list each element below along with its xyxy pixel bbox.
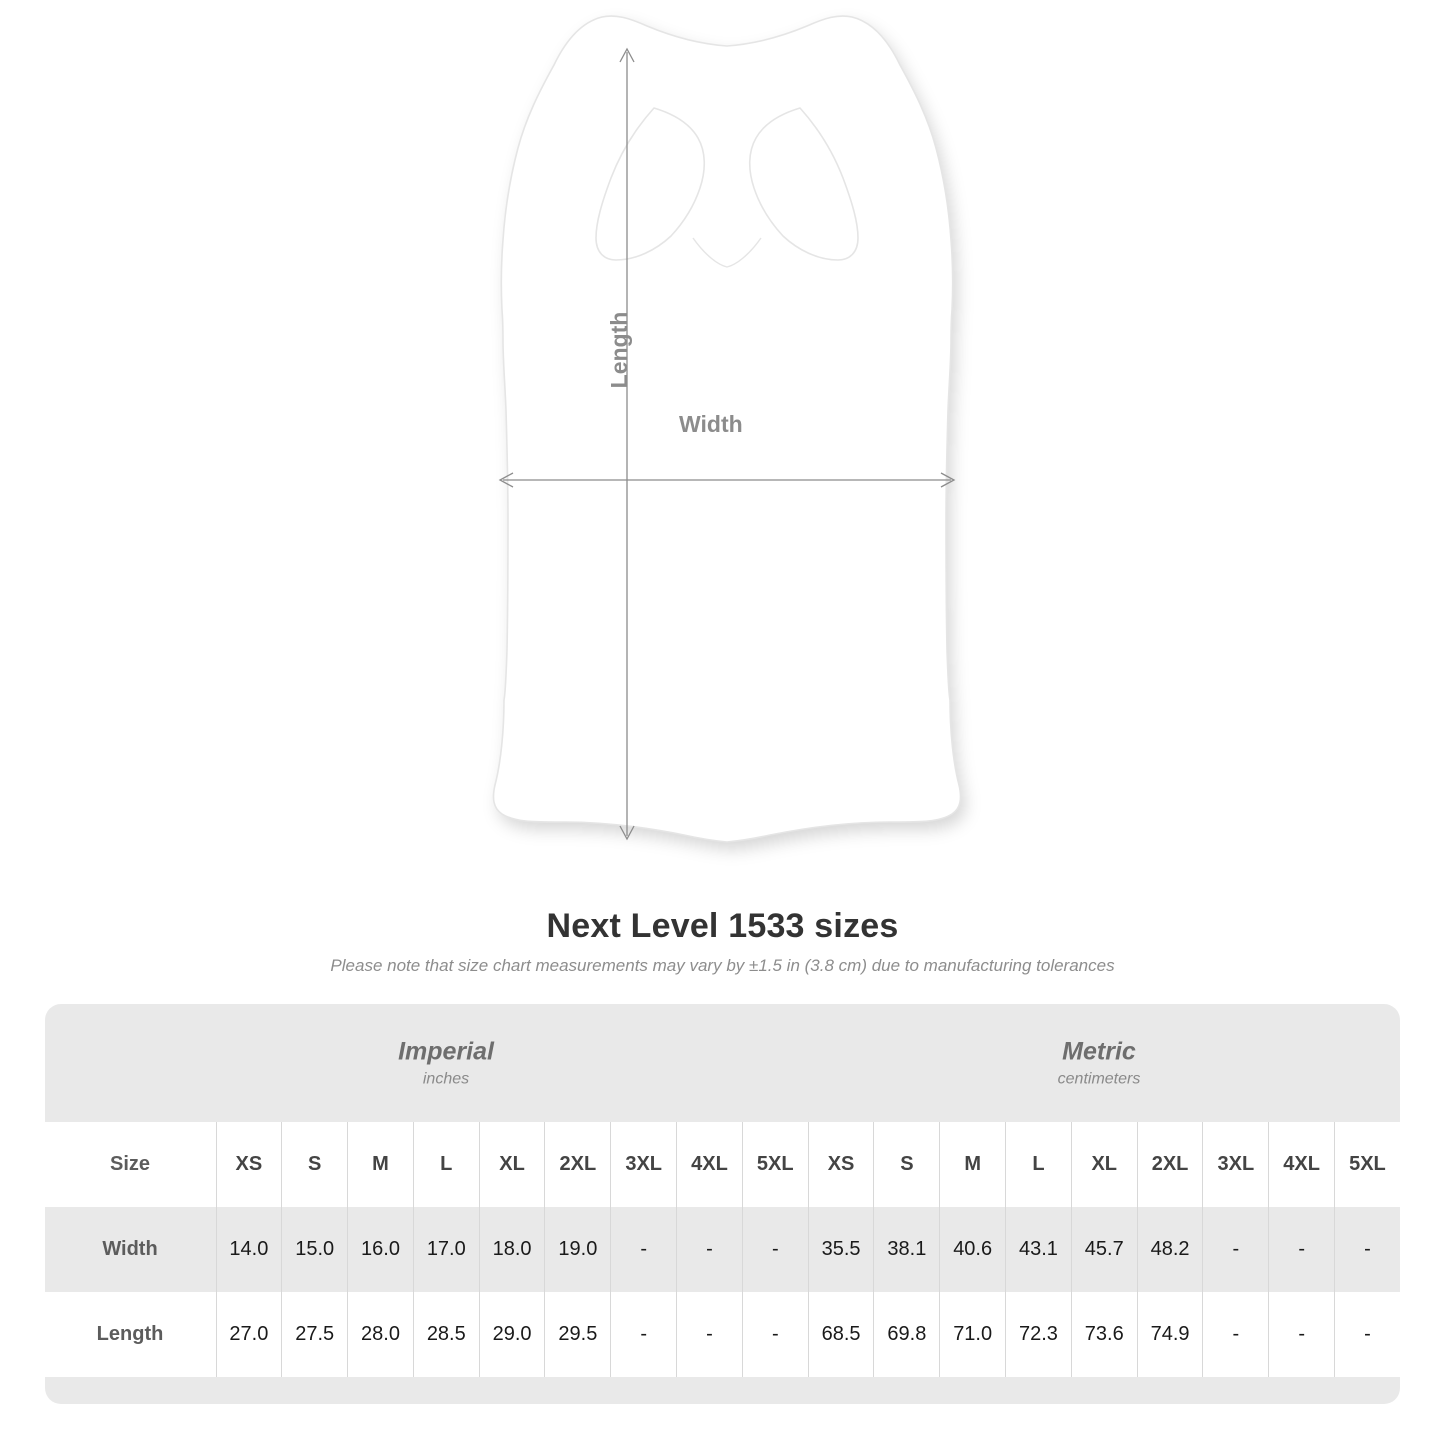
svg-text:Length: Length (606, 312, 632, 389)
svg-text:Width: Width (679, 411, 743, 437)
